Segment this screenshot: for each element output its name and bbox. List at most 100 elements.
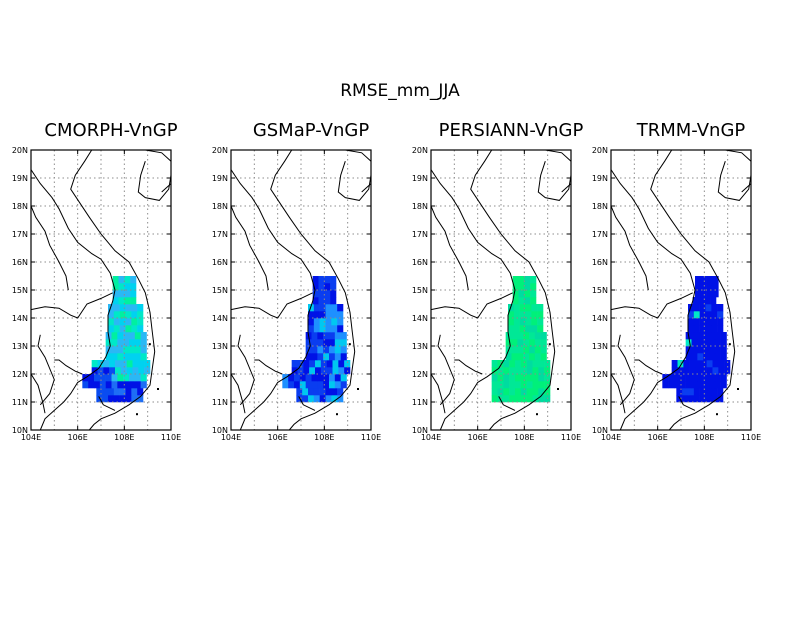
heat-cell [123, 374, 130, 382]
y-tick-label: 10N [12, 426, 28, 435]
heat-cell [317, 332, 324, 340]
map-plot: 10N 11N 12N 13N 14N 15N 16N 17N 18N 19N 20N 104E 106… [592, 146, 761, 442]
y-tick-label: 20N [212, 146, 228, 155]
heat-cell [531, 325, 538, 333]
heat-cell [108, 304, 115, 312]
heat-cell [131, 304, 138, 312]
heat-cell [714, 381, 721, 389]
coastline [54, 359, 83, 375]
heat-cell [714, 339, 721, 347]
heat-cell [668, 381, 675, 389]
heat-cell [305, 374, 312, 382]
heat-cell [340, 353, 347, 361]
heat-cell [503, 367, 510, 375]
heat-cell [697, 346, 704, 354]
heat-cell [700, 283, 707, 291]
heat-cell [703, 353, 710, 361]
heat-cell [119, 395, 126, 403]
figure-title: RMSE_mm_JJA [340, 81, 460, 101]
heat-cell [706, 360, 713, 368]
heat-cell [712, 276, 719, 284]
heat-cell [108, 311, 115, 319]
heat-cell [724, 360, 731, 368]
heat-cell [140, 374, 147, 382]
coastline [617, 334, 635, 406]
heat-cell [709, 374, 716, 382]
heat-cell [105, 381, 112, 389]
heat-cell [326, 367, 333, 375]
heat-cell [685, 381, 692, 389]
y-tick-label: 15N [592, 286, 608, 295]
heat-cell [517, 332, 524, 340]
heat-cell [692, 297, 699, 305]
heat-cell [317, 339, 324, 347]
heat-cell [705, 304, 712, 312]
heat-cell [508, 311, 515, 319]
heat-cell [323, 332, 330, 340]
heat-cell [720, 381, 727, 389]
heat-cell [123, 339, 130, 347]
heat-cell [132, 367, 139, 375]
heat-cell [332, 360, 339, 368]
heat-cell [329, 339, 336, 347]
heat-cell [711, 318, 718, 326]
x-tick-label: 106E [468, 433, 488, 442]
heat-cell [717, 318, 724, 326]
heat-cell [679, 381, 686, 389]
heat-cell [491, 381, 498, 389]
panel-title: TRMM-VnGP [636, 120, 746, 141]
heat-cell [699, 325, 706, 333]
heat-cell [512, 276, 519, 284]
heat-cell [717, 395, 724, 403]
x-tick-label: 104E [21, 433, 41, 442]
heat-cell [515, 360, 522, 368]
heat-cell [313, 304, 320, 312]
grid-lines [611, 150, 751, 430]
heat-cell [718, 360, 725, 368]
heat-cell [511, 346, 518, 354]
island [348, 343, 351, 346]
heat-cell [497, 374, 504, 382]
heat-cell [113, 395, 120, 403]
coastline [610, 373, 626, 414]
heat-cell [308, 325, 315, 333]
island [148, 343, 151, 346]
heat-cell [308, 318, 315, 326]
y-tick-label: 17N [212, 230, 228, 239]
heat-cell [113, 304, 120, 312]
heat-cell [693, 318, 700, 326]
heat-cell [523, 339, 530, 347]
heat-cell [111, 381, 118, 389]
y-tick-label: 13N [212, 342, 228, 351]
heat-cell [302, 395, 309, 403]
heat-cell [126, 360, 133, 368]
heat-cell [688, 388, 695, 396]
coastline [454, 359, 483, 375]
heat-cell [130, 283, 137, 291]
y-tick-label: 18N [12, 202, 28, 211]
heat-cell [82, 381, 89, 389]
heat-cell [513, 311, 520, 319]
heat-cell [505, 353, 512, 361]
heat-cell [334, 332, 341, 340]
heat-cell [519, 318, 526, 326]
heat-cell [319, 318, 326, 326]
heat-cell [124, 297, 131, 305]
heat-cell [288, 381, 295, 389]
heat-cell [325, 388, 332, 396]
heat-cell [537, 325, 544, 333]
coastline [430, 169, 516, 431]
heat-cell [105, 339, 112, 347]
y-tick-label: 19N [592, 174, 608, 183]
heat-cell [703, 381, 710, 389]
heat-cell [299, 381, 306, 389]
heat-cell [532, 374, 539, 382]
heat-cell [538, 381, 545, 389]
heat-cell [720, 353, 727, 361]
rmse-field [491, 276, 551, 403]
heat-cell [683, 360, 690, 368]
heat-cell [130, 276, 137, 284]
coastline [254, 359, 283, 375]
coastline [230, 169, 316, 431]
heat-cell [111, 339, 118, 347]
